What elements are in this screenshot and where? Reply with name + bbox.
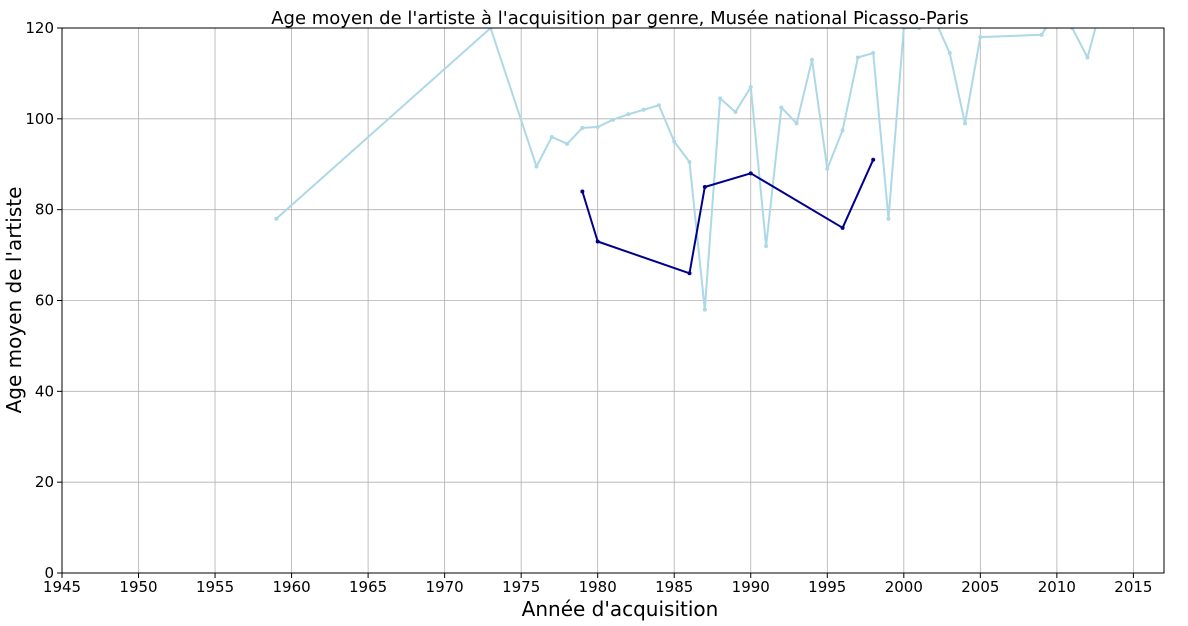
y-tick-label: 40 <box>35 382 54 400</box>
x-tick-label: 1965 <box>349 578 387 596</box>
series-1-point <box>825 166 830 171</box>
chart-title: Age moyen de l'artiste à l'acquisition p… <box>271 8 969 29</box>
series-1-point <box>1039 32 1044 37</box>
series-1-point <box>274 216 279 221</box>
series-1-point <box>611 117 615 122</box>
series-1-point <box>580 125 585 130</box>
series-1-point <box>840 128 845 133</box>
series-2-point <box>840 225 845 230</box>
series-1-point <box>1101 0 1105 3</box>
series-1-point <box>687 159 692 164</box>
series-1-point <box>656 103 661 108</box>
series-layer <box>274 0 1105 312</box>
x-tick-label: 2010 <box>1038 578 1076 596</box>
series-1-point <box>764 244 769 248</box>
series-1-point <box>595 125 600 130</box>
series-2-point <box>595 239 600 244</box>
series-2-line <box>581 159 875 275</box>
series-1-point <box>947 50 952 55</box>
series-2-point <box>580 189 585 194</box>
series-1-point <box>748 85 753 90</box>
y-tick-label: 100 <box>25 110 54 128</box>
series-1-point <box>1055 8 1059 12</box>
y-axis-label: Age moyen de l'artiste <box>2 187 26 414</box>
series-1-point <box>534 164 539 169</box>
series-1-point <box>718 96 723 101</box>
x-tick-label: 2015 <box>1114 578 1152 596</box>
x-tick-label: 1970 <box>426 578 464 596</box>
series-1-point <box>978 35 983 40</box>
x-tick-label: 1990 <box>732 578 770 596</box>
x-tick-label: 1950 <box>119 578 157 596</box>
series-1-point <box>733 110 738 115</box>
series-1-point <box>963 121 968 126</box>
x-tick-label: 1995 <box>808 578 846 596</box>
x-tick-label: 1975 <box>502 578 540 596</box>
grid <box>61 27 1164 574</box>
series-1-point <box>794 121 799 126</box>
x-tick-label: 1945 <box>43 578 81 596</box>
series-1-point <box>871 50 876 55</box>
x-axis: 1945 1950 1955 1960 1965 1970 1975 1980 1985 1990… <box>43 573 1152 596</box>
series-1-point <box>809 57 814 62</box>
y-tick-label: 20 <box>35 473 54 491</box>
series-1-line <box>275 28 1097 311</box>
x-tick-label: 2005 <box>961 578 999 596</box>
x-tick-label: 1955 <box>196 578 234 596</box>
y-tick-label: 120 <box>25 19 54 37</box>
series-1-point <box>565 141 570 146</box>
series-1-point <box>641 107 646 112</box>
x-tick-label: 2000 <box>885 578 923 596</box>
y-tick-label: 60 <box>35 292 54 310</box>
series-1-point <box>702 307 707 312</box>
series-1-point <box>779 105 784 110</box>
series-2-point <box>871 157 876 162</box>
x-tick-label: 1985 <box>655 578 693 596</box>
series-1-point <box>1085 55 1090 60</box>
y-tick-label: 80 <box>35 201 54 219</box>
series-2-point <box>687 271 692 276</box>
series-1-point <box>672 139 677 144</box>
y-axis: 0 20 40 60 80 100 120 <box>25 19 62 582</box>
series-1-point <box>626 112 631 117</box>
series-1-point <box>886 216 891 221</box>
series-2-point <box>702 184 707 189</box>
series-1-point <box>549 135 554 139</box>
series-2-point <box>748 171 753 176</box>
y-tick-label: 0 <box>44 564 54 582</box>
x-tick-label: 1960 <box>272 578 310 596</box>
x-axis-label: Année d'acquisition <box>522 597 719 621</box>
x-tick-label: 1980 <box>579 578 617 596</box>
series-1-point <box>855 55 860 60</box>
